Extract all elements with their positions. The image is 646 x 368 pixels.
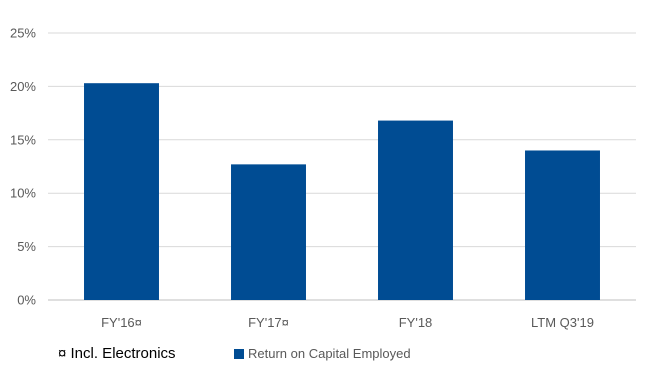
x-tick-label: LTM Q3'19 xyxy=(531,315,594,330)
y-tick-label: 0% xyxy=(17,293,36,308)
footnote: ¤ Incl. Electronics xyxy=(58,345,176,362)
bar xyxy=(84,83,159,300)
x-axis-tick-labels: FY'16¤ FY'17¤ FY'18 LTM Q3'19 xyxy=(101,315,594,330)
x-tick-label: FY'17¤ xyxy=(248,315,289,330)
y-axis-tick-labels: 0% 5% 10% 15% 20% 25% xyxy=(10,26,36,308)
legend-swatch xyxy=(234,348,244,359)
y-tick-label: 20% xyxy=(10,79,36,94)
bar xyxy=(378,120,453,301)
x-tick-label: FY'16¤ xyxy=(101,315,142,330)
bars xyxy=(84,83,600,301)
y-tick-label: 15% xyxy=(10,132,36,147)
y-tick-label: 25% xyxy=(10,26,36,41)
y-tick-label: 5% xyxy=(17,239,36,254)
bar-chart: 0% 5% 10% 15% 20% 25% FY'16¤ FY'17¤ FY'18 LTM Q3… xyxy=(10,26,636,330)
y-tick-label: 10% xyxy=(10,186,36,201)
x-tick-label: FY'18 xyxy=(399,315,433,330)
bar xyxy=(525,150,600,300)
legend-label: Return on Capital Employed xyxy=(248,346,411,361)
bar xyxy=(231,164,306,300)
legend: Return on Capital Employed xyxy=(234,346,411,361)
